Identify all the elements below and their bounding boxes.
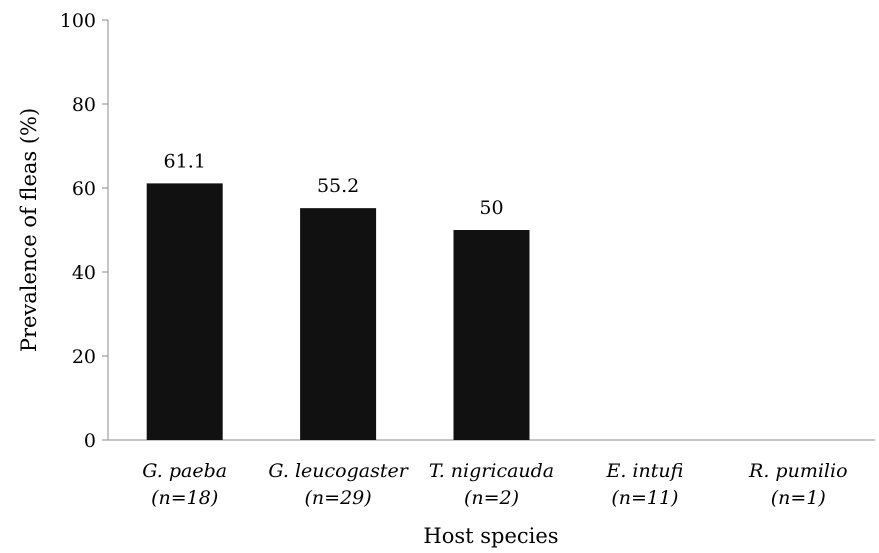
category-name-label: E. intufi <box>605 460 683 482</box>
category-sample-size-label: (n=29) <box>305 487 372 509</box>
category-sample-size-label: (n=11) <box>611 487 678 509</box>
y-tick-label: 100 <box>60 10 96 32</box>
category-name-label: R. pumilio <box>748 460 847 482</box>
y-tick-label: 40 <box>72 262 96 284</box>
y-axis-title: Prevalence of fleas (%) <box>17 108 41 352</box>
bar <box>453 230 530 440</box>
bar <box>300 208 377 440</box>
category-sample-size-label: (n=2) <box>464 487 519 509</box>
bars <box>146 183 530 440</box>
bar-value-label: 61.1 <box>164 150 206 172</box>
y-ticks: 0 20 40 60 80 100 <box>60 10 108 452</box>
y-tick-label: 80 <box>72 94 96 116</box>
category-name-label: T. nigricauda <box>429 460 554 482</box>
bar-value-label: 50 <box>479 197 503 219</box>
y-tick-label: 0 <box>84 430 96 452</box>
bar-value-label: 55.2 <box>317 175 359 197</box>
x-axis-title: Host species <box>423 524 558 548</box>
category-sample-size-label: (n=18) <box>151 487 218 509</box>
category-sample-size-label: (n=1) <box>771 487 826 509</box>
category-labels: G. paeba (n=18) G. leucogaster (n=29) T. nig… <box>142 460 847 509</box>
y-tick-label: 60 <box>72 178 96 200</box>
data-labels: 61.1 55.2 50 <box>164 150 504 219</box>
bar <box>146 183 223 440</box>
y-tick-label: 20 <box>72 346 96 368</box>
category-name-label: G. leucogaster <box>268 460 409 482</box>
category-name-label: G. paeba <box>142 460 227 482</box>
